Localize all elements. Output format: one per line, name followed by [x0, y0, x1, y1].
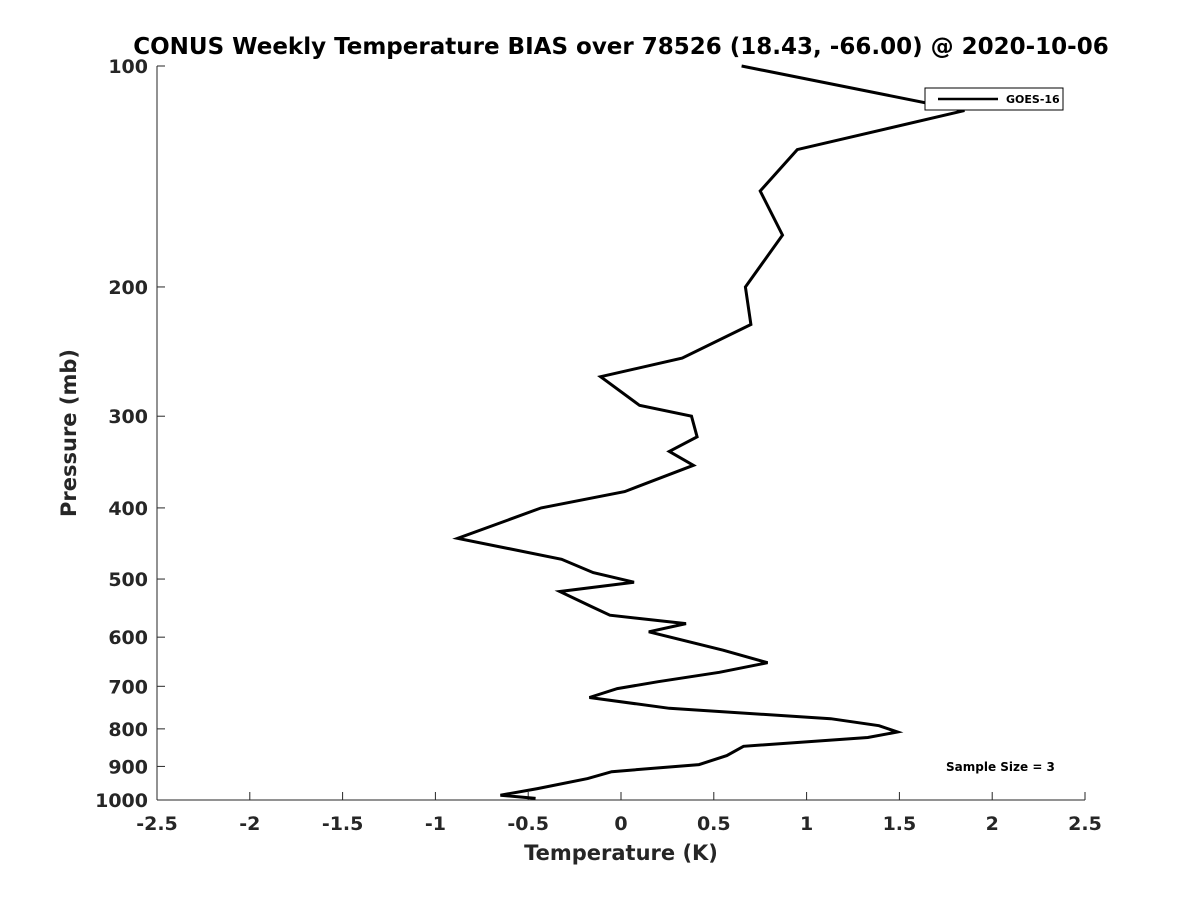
sample-size-annotation: Sample Size = 3: [946, 760, 1055, 774]
x-tick-label: 1: [800, 813, 813, 835]
series-line-goes-16: [452, 64, 965, 800]
x-tick-label: -1.5: [322, 813, 364, 835]
y-tick-label: 500: [108, 569, 148, 591]
x-tick-label: 1.5: [883, 813, 917, 835]
x-tick-label: -0.5: [507, 813, 549, 835]
x-tick-label: 0.5: [697, 813, 731, 835]
y-tick-label: 800: [108, 719, 148, 741]
x-tick-label: -1: [425, 813, 446, 835]
x-axis-label: Temperature (K): [524, 841, 718, 865]
y-ticks: 100 200 300 400 500 600 700 800 900 1000: [95, 56, 165, 812]
x-tick-label: 2: [986, 813, 999, 835]
plot-area: -2.5 -2 -1.5 -1 -0.5 0 0.5 1 1.5 2 2.5 100 200 300 40…: [95, 56, 1102, 835]
chart-title: CONUS Weekly Temperature BIAS over 78526…: [133, 34, 1108, 60]
y-tick-label: 700: [108, 676, 148, 698]
x-tick-label: -2: [239, 813, 260, 835]
y-tick-label: 400: [108, 498, 148, 520]
y-axis-label: Pressure (mb): [57, 349, 81, 517]
x-tick-label: 2.5: [1068, 813, 1102, 835]
x-tick-label: 0: [614, 813, 627, 835]
x-ticks: -2.5 -2 -1.5 -1 -0.5 0 0.5 1 1.5 2 2.5: [136, 792, 1102, 835]
y-tick-label: 900: [108, 756, 148, 778]
legend: GOES-16: [924, 87, 1064, 111]
legend-label-goes-16: GOES-16: [1006, 93, 1060, 106]
y-tick-label: 600: [108, 627, 148, 649]
y-tick-label: 300: [108, 406, 148, 428]
y-tick-label: 200: [108, 277, 148, 299]
series-layer: [452, 64, 965, 800]
y-tick-label: 100: [108, 56, 148, 78]
x-tick-label: -2.5: [136, 813, 178, 835]
y-tick-label: 1000: [95, 790, 148, 812]
